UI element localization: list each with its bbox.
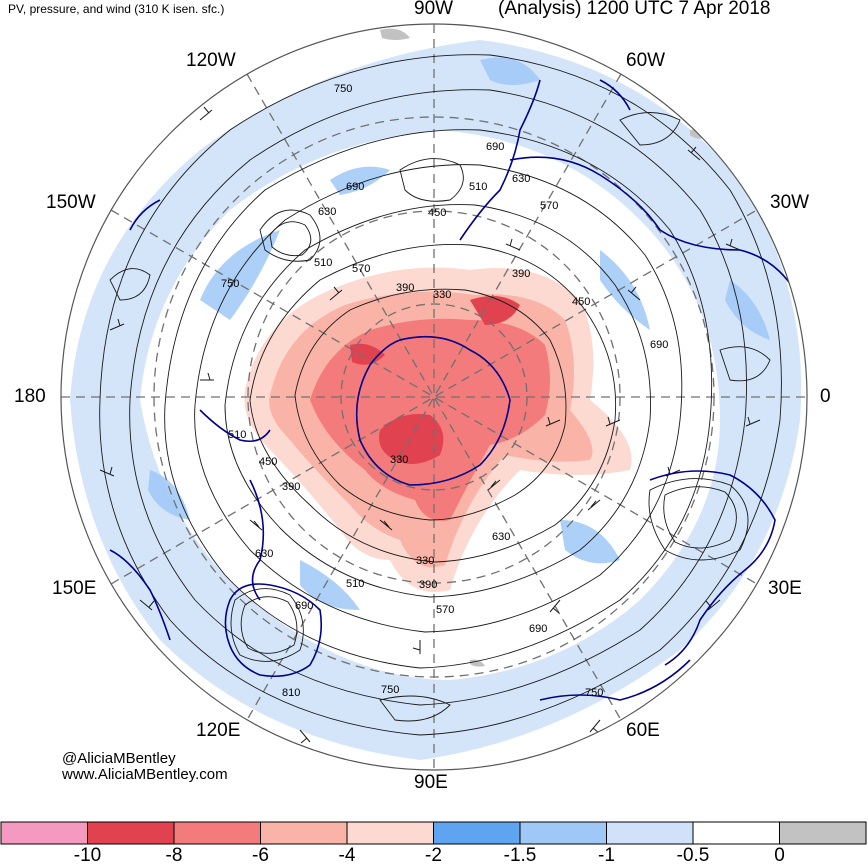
contour-label: 690 — [650, 339, 668, 351]
contour-label: 750 — [334, 83, 352, 95]
lon-label-60w: 60W — [626, 50, 666, 71]
contour-label: 510 — [346, 578, 364, 590]
colorbar-tick-label: -0.5 — [676, 845, 710, 865]
colorbar-swatch — [0, 821, 88, 845]
lon-label-0: 0 — [820, 386, 831, 407]
contour-label: 690 — [529, 623, 547, 635]
lon-label-30w: 30W — [770, 192, 810, 213]
colorbar-tick-label: -8 — [165, 845, 183, 865]
contour-label-group: 750 690 630 510 570 450 390 330 690 510 … — [221, 83, 668, 699]
graticule — [61, 24, 807, 770]
colorbar-swatch — [346, 821, 434, 845]
contour-label: 390 — [282, 481, 300, 493]
contour-label: 450 — [572, 296, 590, 308]
colorbar-swatch — [433, 821, 521, 845]
contour-label: 450 — [259, 456, 277, 468]
colorbar-swatch — [606, 821, 694, 845]
lon-label-60e: 60E — [626, 720, 660, 741]
colorbar-tick-label: -10 — [73, 845, 102, 865]
colorbar-tick-label: -2 — [425, 845, 442, 865]
colorbar-tick-label: -1.5 — [503, 845, 537, 865]
pv-shading-red — [244, 267, 632, 592]
contour-label: 630 — [492, 531, 510, 543]
lon-label-120e: 120E — [196, 720, 241, 741]
pv-shading-gray — [380, 28, 705, 667]
colorbar-swatch — [173, 821, 261, 845]
lon-label-90e: 90E — [414, 772, 448, 793]
colorbar-tick-label: -6 — [252, 845, 269, 865]
contour-label: 510 — [314, 257, 332, 269]
contour-label: 390 — [396, 282, 414, 294]
contour-label: 390 — [419, 579, 437, 591]
lon-label-150e: 150E — [52, 578, 97, 599]
credit-website: www.AliciaMBentley.com — [62, 766, 228, 783]
pressure-contours — [99, 54, 782, 736]
contour-label: 450 — [428, 207, 446, 219]
contour-label: 750 — [221, 278, 239, 290]
lon-label-180: 180 — [14, 386, 46, 407]
colorbar-tick-label: -1 — [598, 845, 615, 865]
colorbar-tick-label: -4 — [338, 845, 356, 865]
lon-label-150w: 150W — [46, 192, 96, 213]
colorbar-swatch — [692, 821, 780, 845]
contour-label: 750 — [585, 687, 603, 699]
map-boundary — [60, 23, 808, 771]
contour-label: 630 — [318, 206, 336, 218]
lon-label-90w: 90W — [414, 0, 454, 19]
contour-label: 330 — [433, 289, 451, 301]
colorbar-swatch — [519, 821, 607, 845]
contour-label: 570 — [540, 200, 558, 212]
analysis-time: (Analysis) 1200 UTC 7 Apr 2018 — [498, 0, 771, 19]
contour-label: 390 — [512, 268, 530, 280]
contour-label: 810 — [282, 687, 300, 699]
contour-label: 510 — [228, 429, 246, 441]
contour-label: 570 — [436, 604, 454, 616]
lon-label-120w: 120W — [186, 50, 236, 71]
contour-label: 330 — [390, 454, 408, 466]
map-title: PV, pressure, and wind (310 K isen. sfc.… — [8, 2, 225, 16]
contour-label: 330 — [416, 555, 434, 567]
contour-label: 570 — [352, 263, 370, 275]
contour-label: 510 — [469, 181, 487, 193]
lon-label-30e: 30E — [768, 578, 802, 599]
colorbar-tick-label: 0 — [774, 845, 785, 865]
colorbar-swatch — [260, 821, 348, 845]
pv-shading-blue-medium — [148, 57, 770, 610]
colorbar-swatch — [779, 821, 867, 845]
contour-label: 750 — [381, 684, 399, 696]
coastlines — [109, 79, 801, 701]
contour-label: 630 — [255, 548, 273, 560]
credit-handle: @AliciaMBentley — [62, 750, 176, 767]
colorbar — [0, 821, 867, 845]
contour-label: 690 — [346, 181, 364, 193]
contour-label: 690 — [295, 600, 313, 612]
contour-label: 690 — [486, 141, 504, 153]
colorbar-swatch — [87, 821, 175, 845]
contour-label: 630 — [512, 173, 530, 185]
